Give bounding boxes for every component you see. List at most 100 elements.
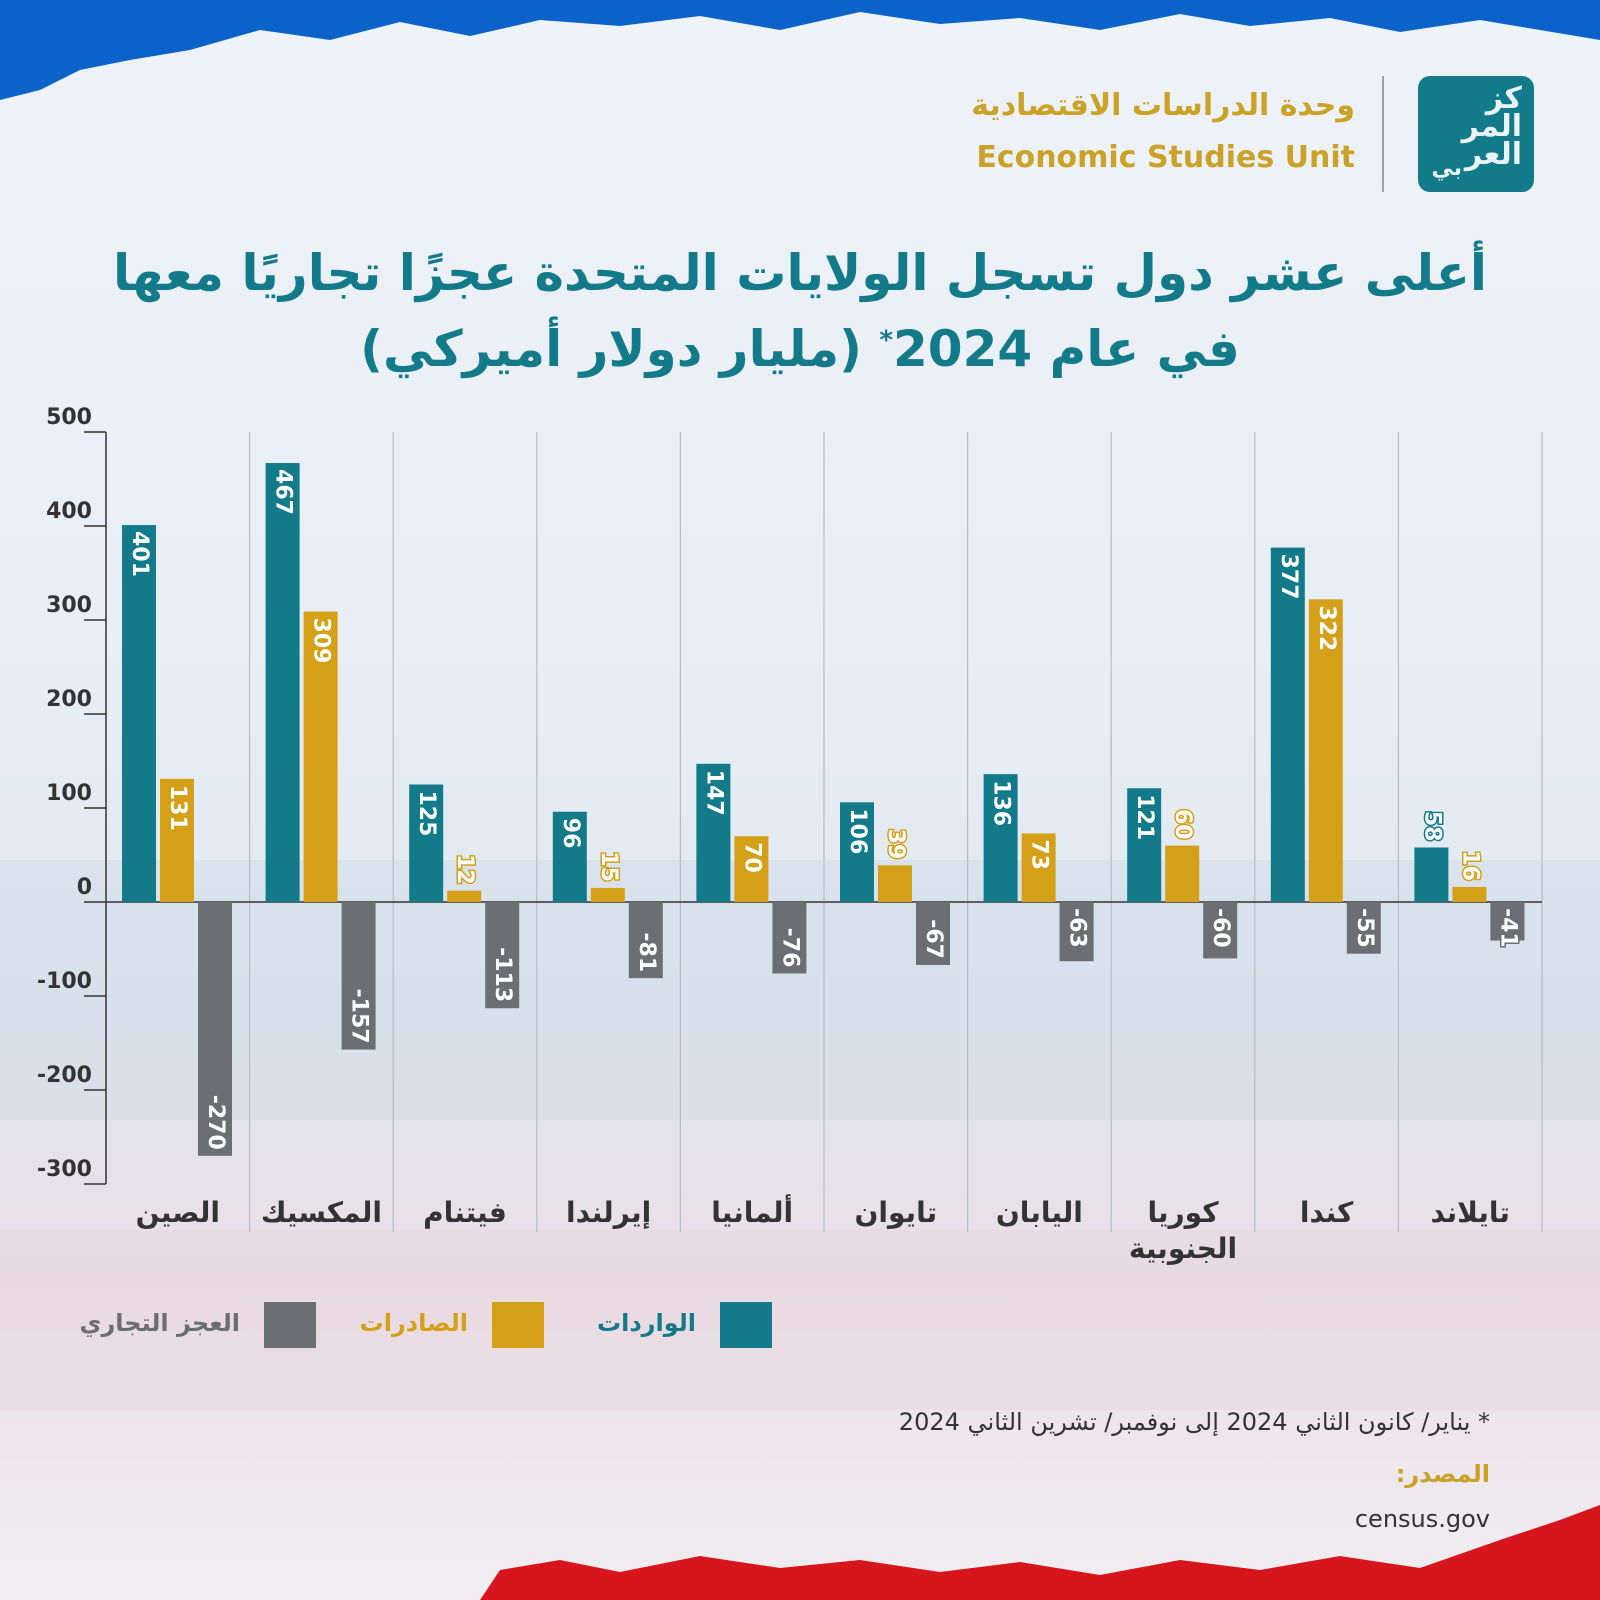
exports-bar xyxy=(303,611,338,902)
exports-value-label: 73 xyxy=(1027,839,1052,870)
x-category-label: إيرلندا xyxy=(566,1196,651,1230)
y-tick-label: 100 xyxy=(46,781,92,806)
x-category-label: الجنوبية xyxy=(1129,1232,1237,1265)
deficit-bar xyxy=(1059,902,1094,962)
y-tick-label: -100 xyxy=(37,969,92,994)
deficit-bar xyxy=(485,902,520,1009)
imports-value-label: 125 xyxy=(414,791,439,837)
deficit-value-label: -76 xyxy=(777,928,802,968)
legend-swatch-deficit xyxy=(264,1302,316,1348)
deficit-bar xyxy=(1346,902,1381,954)
deficit-value-label: -157 xyxy=(347,989,372,1044)
header-divider xyxy=(1382,76,1384,192)
deficit-bar xyxy=(341,902,376,1050)
imports-bar xyxy=(265,463,300,902)
exports-bar xyxy=(160,778,194,902)
exports-value-label: 39 xyxy=(883,829,908,860)
footnote: * يناير/ كانون الثاني 2024 إلى نوفمبر/ ت… xyxy=(898,1408,1490,1436)
exports-bar xyxy=(590,887,625,902)
y-tick-label: -300 xyxy=(37,1157,92,1182)
x-category-label: المكسيك xyxy=(261,1196,382,1229)
imports-bar xyxy=(1127,788,1162,902)
unit-name-arabic: وحدة الدراسات الاقتصادية xyxy=(971,88,1355,123)
chart-title-line1: أعلى عشر دول تسجل الولايات المتحدة عجزًا… xyxy=(113,244,1487,302)
deficit-bar xyxy=(916,902,950,965)
x-category-label: كوريا xyxy=(1148,1196,1220,1229)
logo-text-3: العر xyxy=(1464,137,1522,172)
exports-bar xyxy=(1308,599,1343,902)
imports-bar xyxy=(552,811,587,902)
imports-value-label: 136 xyxy=(989,780,1014,826)
top-torn-edge xyxy=(0,0,1600,100)
x-category-label: تايوان xyxy=(855,1196,938,1229)
imports-value-label: 106 xyxy=(845,808,870,854)
deficit-value-label: -63 xyxy=(1065,908,1090,948)
title-year: في عام 2024 xyxy=(893,320,1240,378)
imports-value-label: 58 xyxy=(1419,811,1444,842)
bar-chart: 500 400 300 200 100 0 -100 -200 -300 401 131 -270 ال… xyxy=(37,405,1543,1265)
exports-value-label: 70 xyxy=(739,842,764,873)
imports-bar xyxy=(1414,847,1449,902)
imports-value-label: 401 xyxy=(127,531,152,577)
exports-value-label: 322 xyxy=(1314,605,1339,651)
x-category-label: اليابان xyxy=(996,1196,1083,1229)
logo-text-1: كز xyxy=(1485,81,1522,116)
imports-bar xyxy=(983,774,1018,902)
y-tick-label: 300 xyxy=(46,593,92,618)
deficit-value-label: -113 xyxy=(490,947,515,1002)
deficit-value-label: -67 xyxy=(921,919,946,959)
legend-swatch-imports xyxy=(720,1302,772,1348)
chart-title-line2: في عام 2024* (مليار دولار أميركي) xyxy=(0,320,1600,378)
x-category-label: فيتنام xyxy=(423,1196,507,1229)
deficit-value-label: -55 xyxy=(1352,908,1377,948)
exports-bar xyxy=(734,836,769,902)
exports-value-label: 16 xyxy=(1457,850,1482,881)
bottom-torn-edge xyxy=(480,1505,1600,1600)
exports-bar xyxy=(447,890,482,902)
exports-value-label: 309 xyxy=(309,618,334,664)
deficit-bar xyxy=(198,902,232,1156)
exports-bar xyxy=(878,865,912,902)
imports-bar xyxy=(409,784,444,902)
exports-value-label: 15 xyxy=(596,851,621,882)
title-star: * xyxy=(879,325,894,356)
x-category-label: تايلاند xyxy=(1430,1196,1510,1229)
legend-swatch-exports xyxy=(492,1302,544,1348)
deficit-value-label: -60 xyxy=(1208,908,1233,948)
deficit-bar xyxy=(1203,902,1238,959)
exports-bar xyxy=(1021,833,1056,902)
background-band xyxy=(0,860,1600,1120)
y-tick-label: -200 xyxy=(37,1063,92,1088)
imports-bar xyxy=(840,802,874,902)
deficit-bar xyxy=(1490,902,1525,941)
x-category-label: الصين xyxy=(136,1196,220,1229)
imports-value-label: 96 xyxy=(558,818,583,849)
logo-text-2: المر xyxy=(1461,109,1522,144)
deficit-value-label: -81 xyxy=(634,932,659,972)
legend-label-imports: الواردات xyxy=(597,1309,696,1337)
unit-name-english: Economic Studies Unit xyxy=(976,140,1355,175)
deficit-bar xyxy=(772,902,807,974)
imports-bar xyxy=(696,763,731,902)
source-label: المصدر: xyxy=(1395,1460,1490,1488)
y-tick-label: 200 xyxy=(46,687,92,712)
title-unit: (مليار دولار أميركي) xyxy=(360,320,862,378)
deficit-value-label: -270 xyxy=(203,1095,228,1150)
x-category-label: كندا xyxy=(1300,1196,1354,1229)
deficit-bar xyxy=(628,902,663,979)
imports-bar xyxy=(122,525,156,902)
imports-value-label: 121 xyxy=(1132,794,1157,840)
legend-label-exports: الصادرات xyxy=(359,1309,468,1337)
deficit-value-label: -41 xyxy=(1495,908,1520,948)
exports-value-label: 12 xyxy=(452,854,477,885)
y-tick-label: 500 xyxy=(46,405,92,430)
imports-bar xyxy=(1270,547,1305,902)
imports-value-label: 147 xyxy=(701,770,726,816)
exports-bar xyxy=(1452,886,1487,902)
imports-value-label: 377 xyxy=(1276,554,1301,600)
legend-label-deficit: العجز التجاري xyxy=(79,1309,240,1337)
source-value: census.gov xyxy=(1354,1505,1490,1533)
y-tick-label: 400 xyxy=(46,499,92,524)
exports-value-label: 60 xyxy=(1170,809,1195,840)
